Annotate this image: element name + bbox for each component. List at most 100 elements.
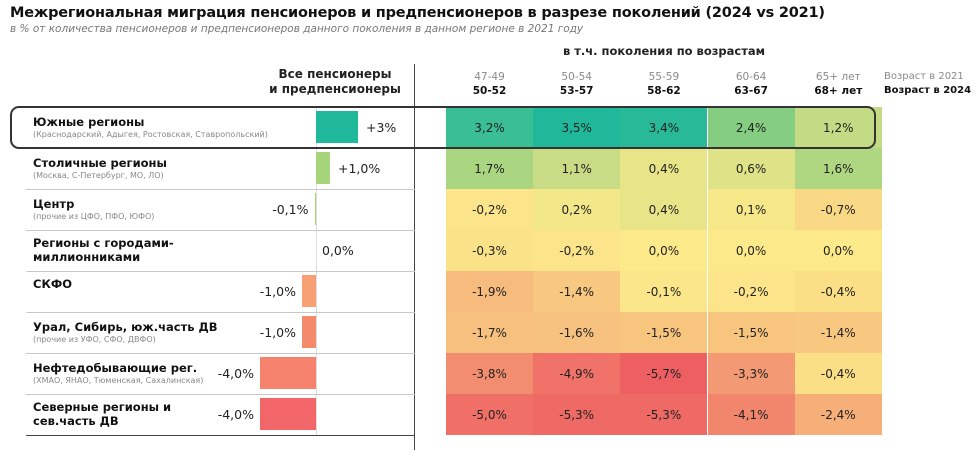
heatmap-cell: -2,4% bbox=[794, 394, 882, 435]
region-name: Регионы с городами-миллионниками bbox=[33, 236, 183, 264]
heatmap-cell: -5,3% bbox=[533, 394, 621, 435]
heatmap-cell: 0,2% bbox=[533, 189, 621, 230]
age-2024: 58-62 bbox=[647, 85, 681, 97]
heatmap-cell: -1,5% bbox=[707, 312, 795, 353]
heatmap-cell: -4,9% bbox=[533, 353, 621, 394]
region-name: Нефтедобывающие рег. (ХМАО, ЯНАО, Тюменск… bbox=[33, 361, 203, 386]
heatmap-cell: 0,0% bbox=[620, 230, 708, 271]
all-value-label: -1,0% bbox=[259, 284, 296, 299]
row-separator bbox=[26, 148, 415, 149]
heatmap-cell: 2,4% bbox=[707, 107, 795, 148]
region-subtitle: (Краснодарский, Адыгея, Ростовская, Став… bbox=[33, 130, 268, 139]
all-header-line1: Все пенсионеры bbox=[278, 67, 392, 81]
row-separator bbox=[26, 353, 415, 354]
region-subtitle: (Москва, С-Петербург, МО, ЛО) bbox=[33, 171, 164, 180]
heatmap-cell: -1,9% bbox=[446, 271, 533, 312]
region-title: Регионы с городами-миллионниками bbox=[33, 236, 174, 264]
all-bar bbox=[314, 193, 316, 225]
row-separator bbox=[26, 230, 415, 231]
all-value-label: +3% bbox=[366, 120, 397, 135]
heatmap-cell: -5,7% bbox=[620, 353, 708, 394]
heatmap-cell: -1,5% bbox=[620, 312, 708, 353]
age-2021: 55-59 bbox=[648, 71, 680, 83]
all-header-line2: и предпенсионеры bbox=[269, 82, 401, 96]
age-2024: 53-57 bbox=[559, 85, 594, 97]
heatmap-cell: -0,2% bbox=[446, 189, 533, 230]
region-title: Урал, Сибирь, юж.часть ДВ bbox=[33, 320, 218, 334]
heatmap-cell: -0,4% bbox=[794, 271, 882, 312]
age-2021: 50-54 bbox=[561, 71, 592, 83]
age-header: 50-54 53-57 bbox=[533, 70, 620, 98]
age-header: 55-59 58-62 bbox=[620, 70, 707, 98]
all-bar bbox=[316, 152, 330, 184]
age-header: 65+ лет 68+ лет bbox=[795, 70, 882, 98]
region-subtitle: (прочие из УФО, СФО, ДВФО) bbox=[33, 335, 156, 344]
age-2021: 60-64 bbox=[735, 71, 767, 83]
region-subtitle: (прочие из ЦФО, ПФО, ЮФО) bbox=[33, 212, 155, 221]
heatmap-cell: 1,6% bbox=[794, 148, 882, 189]
age-2024: 50-52 bbox=[472, 85, 507, 97]
heatmap-cell: -0,2% bbox=[533, 230, 621, 271]
heatmap-cell: -0,2% bbox=[707, 271, 795, 312]
heatmap-cell: -3,8% bbox=[446, 353, 533, 394]
heatmap-cell: -0,7% bbox=[794, 189, 882, 230]
age-2021: 65+ лет bbox=[815, 71, 861, 83]
region-name: Центр (прочие из ЦФО, ПФО, ЮФО) bbox=[33, 197, 154, 222]
chart-title: Межрегиональная миграция пенсионеров и п… bbox=[10, 5, 825, 21]
all-value-label: +1,0% bbox=[338, 161, 381, 176]
all-value-label: 0,0% bbox=[322, 243, 354, 258]
row-separator bbox=[26, 189, 415, 190]
all-value-label: -4,0% bbox=[217, 407, 254, 422]
age-2024: 68+ лет bbox=[814, 85, 863, 97]
region-title: Южные регионы bbox=[33, 115, 145, 129]
heatmap-cell: 0,4% bbox=[620, 148, 708, 189]
age-2021: 47-49 bbox=[474, 71, 505, 83]
region-name: СКФО bbox=[33, 277, 183, 291]
age-legend: Возраст в 2021 Возраст в 2024 bbox=[884, 70, 971, 98]
generations-header: в т.ч. поколения по возрастам bbox=[562, 44, 766, 58]
heatmap-cell: -3,3% bbox=[707, 353, 795, 394]
heatmap-cell: -4,1% bbox=[707, 394, 795, 435]
region-name: Урал, Сибирь, юж.часть ДВ (прочие из УФО,… bbox=[33, 320, 218, 345]
all-bar bbox=[260, 357, 316, 389]
heatmap-cell: -5,3% bbox=[620, 394, 708, 435]
heatmap-cell: 0,0% bbox=[707, 230, 795, 271]
all-column-header: Все пенсионеры и предпенсионеры bbox=[250, 67, 420, 97]
region-name: Южные регионы (Краснодарский, Адыгея, Рос… bbox=[33, 115, 268, 140]
heatmap-cell: -1,4% bbox=[794, 312, 882, 353]
all-bar bbox=[260, 398, 316, 430]
region-title: Северные регионы и сев.часть ДВ bbox=[33, 400, 172, 428]
region-title: Столичные регионы bbox=[33, 156, 167, 170]
all-bar bbox=[302, 275, 316, 307]
row-separator bbox=[26, 271, 415, 272]
heatmap-cell: -0,1% bbox=[620, 271, 708, 312]
all-bar bbox=[302, 316, 316, 348]
row-separator bbox=[26, 394, 415, 395]
region-title: СКФО bbox=[33, 277, 73, 291]
heatmap-cell: 1,1% bbox=[533, 148, 621, 189]
heatmap-cell: 0,1% bbox=[707, 189, 795, 230]
legend-age-2021: Возраст в 2021 bbox=[884, 71, 964, 82]
heatmap-cell: 3,5% bbox=[533, 107, 621, 148]
divider-vertical bbox=[414, 64, 415, 450]
heatmap-cell: 1,2% bbox=[794, 107, 882, 148]
heatmap-cell: -0,3% bbox=[446, 230, 533, 271]
heatmap-cell: 0,0% bbox=[794, 230, 882, 271]
heatmap-cell: -1,7% bbox=[446, 312, 533, 353]
all-value-label: -0,1% bbox=[272, 202, 309, 217]
divider-bottom bbox=[26, 435, 415, 436]
region-title: Нефтедобывающие рег. bbox=[33, 361, 198, 375]
region-subtitle: (ХМАО, ЯНАО, Тюменская, Сахалинская) bbox=[33, 376, 204, 385]
heatmap-cell: 3,4% bbox=[620, 107, 708, 148]
region-title: Центр bbox=[33, 197, 75, 211]
heatmap-cell: 0,6% bbox=[707, 148, 795, 189]
heatmap-cell: 0,4% bbox=[620, 189, 708, 230]
region-name: Северные регионы и сев.часть ДВ bbox=[33, 400, 183, 428]
heatmap-cell: -1,6% bbox=[533, 312, 621, 353]
age-header: 47-49 50-52 bbox=[446, 70, 533, 98]
all-value-label: -4,0% bbox=[217, 366, 254, 381]
heatmap-cell: -0,4% bbox=[794, 353, 882, 394]
heatmap-cell: -5,0% bbox=[446, 394, 533, 435]
region-name: Столичные регионы (Москва, С-Петербург, М… bbox=[33, 156, 167, 181]
